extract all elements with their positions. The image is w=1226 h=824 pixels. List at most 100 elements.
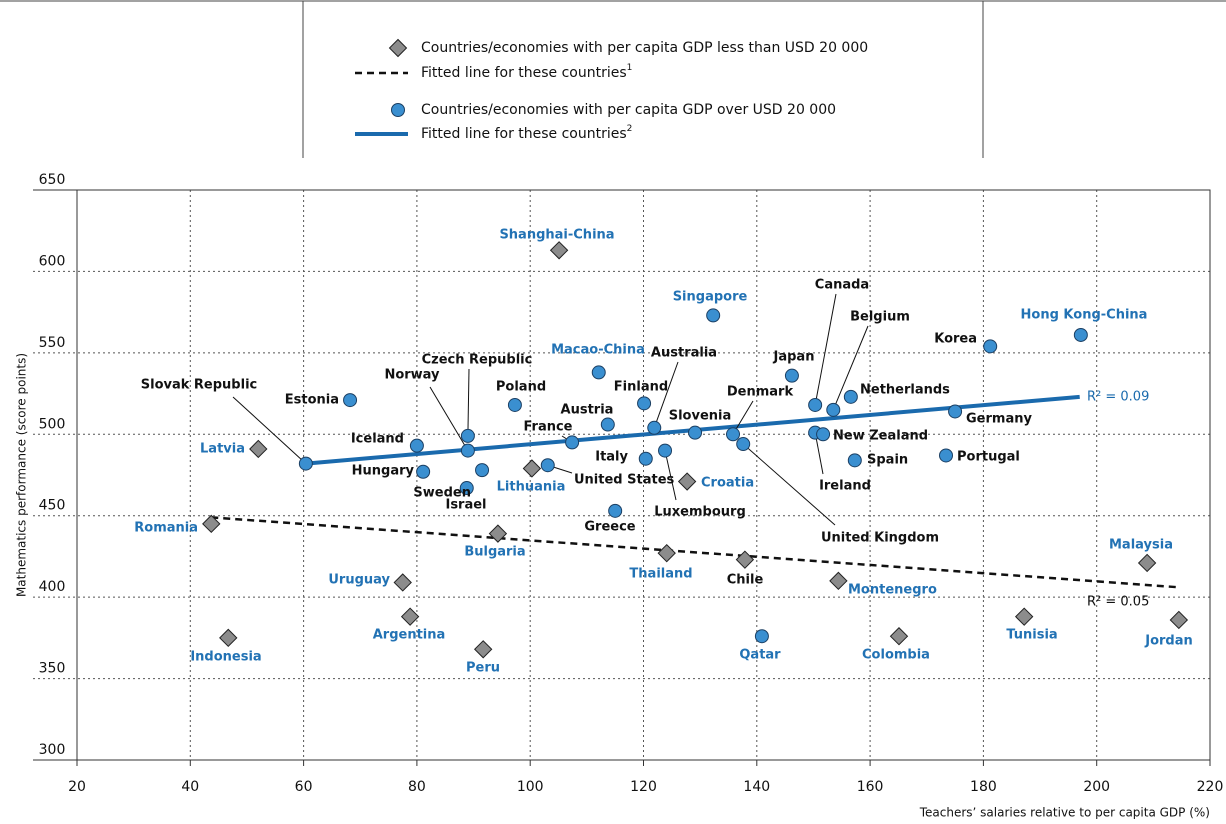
leader-line [653, 361, 679, 428]
point-label: Argentina [373, 628, 446, 643]
point-label: Lithuania [497, 480, 566, 495]
y-tick-label: 500 [39, 416, 66, 432]
legend-marker [391, 103, 405, 117]
point-label: United Kingdom [821, 531, 939, 546]
legend-label: Countries/economies with per capita GDP … [421, 40, 868, 56]
circle-marker [1073, 327, 1088, 342]
diamond-marker [1137, 553, 1157, 573]
x-tick-label: 60 [295, 779, 313, 795]
point-label: Colombia [862, 648, 930, 663]
y-tick-label: 350 [39, 661, 66, 677]
leader-line [467, 368, 470, 436]
diamond-marker [657, 543, 676, 563]
circle-marker [726, 427, 741, 442]
point-label: Spain [867, 453, 908, 468]
leader-line [832, 325, 869, 411]
point-label: Ireland [819, 479, 871, 494]
circle-marker [939, 448, 954, 463]
point-label: Shanghai-China [499, 228, 614, 243]
point-label: Iceland [351, 432, 404, 447]
circle-marker [298, 456, 313, 471]
point-label: Tunisia [1006, 628, 1057, 643]
point-label: Hong Kong-China [1021, 308, 1148, 323]
y-tick-label: 450 [39, 498, 66, 514]
circle-marker [638, 451, 653, 466]
diamond-marker [219, 628, 238, 648]
point-label: Austria [561, 403, 614, 418]
leader-line [664, 450, 677, 501]
r2-label: R² = 0.05 [1087, 595, 1149, 610]
circle-marker [754, 629, 769, 644]
leader-line [742, 443, 836, 526]
point-label: Italy [595, 450, 628, 465]
point-label: Uruguay [328, 573, 390, 588]
circle-marker [460, 428, 475, 443]
point-label: Singapore [673, 290, 748, 305]
circle-marker [843, 389, 858, 404]
point-label: Portugal [957, 450, 1020, 465]
circle-marker [416, 464, 431, 479]
point-label: Greece [584, 520, 635, 535]
y-tick-label: 650 [39, 172, 66, 188]
circle-marker [475, 463, 490, 478]
legend-marker [388, 38, 408, 58]
x-tick-label: 220 [1197, 779, 1224, 795]
point-label: Peru [466, 661, 500, 676]
point-label: Poland [496, 380, 546, 395]
circle-marker [409, 438, 424, 453]
x-tick-label: 160 [857, 779, 884, 795]
circle-marker [459, 481, 474, 496]
point-label: Israel [445, 498, 486, 513]
circle-marker [658, 443, 673, 458]
x-axis-label: Teachers’ salaries relative to per capit… [919, 806, 1210, 820]
circle-marker [591, 365, 606, 380]
point-label: Australia [651, 346, 717, 361]
point-label: Netherlands [860, 383, 950, 398]
point-label: Norway [384, 368, 440, 383]
circle-marker [647, 420, 662, 435]
diamond-marker [735, 550, 755, 569]
diamond-marker [889, 627, 909, 646]
point-label: New Zealand [833, 429, 928, 444]
diamond-marker [829, 571, 848, 591]
circle-marker [637, 396, 652, 411]
point-label: Qatar [739, 648, 781, 663]
y-axis-label: Mathematics performance (score points) [15, 353, 29, 597]
x-tick-label: 20 [68, 779, 86, 795]
diamond-marker [549, 241, 569, 260]
x-tick-label: 200 [1083, 779, 1110, 795]
circle-marker [784, 368, 799, 383]
diamond-marker [522, 459, 542, 478]
y-tick-label: 600 [39, 253, 66, 269]
y-tick-label: 400 [39, 579, 66, 595]
x-tick-label: 80 [408, 779, 426, 795]
r2-label: R² = 0.09 [1087, 390, 1149, 405]
point-label: Croatia [701, 476, 754, 491]
point-label: Slovak Republic [141, 378, 257, 393]
point-label: Slovenia [669, 409, 732, 424]
point-label: Canada [815, 278, 869, 293]
circle-marker [343, 393, 358, 408]
y-tick-label: 550 [39, 335, 66, 351]
x-tick-label: 120 [630, 779, 657, 795]
point-label: United States [574, 473, 675, 488]
circle-marker [608, 503, 623, 518]
legend-label: Fitted line for these countries2 [421, 124, 632, 143]
diamond-marker [249, 439, 268, 459]
legend-label: Countries/economies with per capita GDP … [421, 102, 836, 118]
diamond-marker [400, 607, 420, 626]
leader-line [429, 386, 469, 451]
circle-marker [507, 397, 522, 412]
x-tick-label: 100 [517, 779, 544, 795]
diamond-marker [1014, 607, 1034, 626]
point-label: Malaysia [1109, 538, 1173, 553]
point-label: Romania [134, 521, 198, 536]
circle-marker [688, 425, 703, 440]
circle-marker [565, 435, 580, 450]
point-label: Korea [934, 332, 977, 347]
point-label: Montenegro [848, 583, 937, 598]
circle-marker [460, 443, 475, 458]
point-label: Macao-China [551, 343, 645, 358]
legend-text: Fitted line for these countries [421, 65, 627, 81]
circle-marker [540, 458, 555, 473]
